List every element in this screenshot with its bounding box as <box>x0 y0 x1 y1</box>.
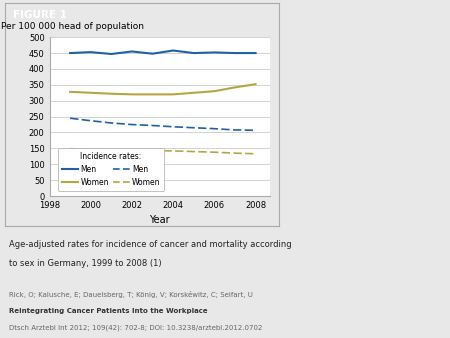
Text: Dtsch Arztebl Int 2012; 109(42): 702-8; DOI: 10.3238/arztebl.2012.0702: Dtsch Arztebl Int 2012; 109(42): 702-8; … <box>9 324 262 331</box>
Text: to sex in Germany, 1999 to 2008 (1): to sex in Germany, 1999 to 2008 (1) <box>9 259 162 268</box>
Text: Age-adjusted rates for incidence of cancer and mortality according: Age-adjusted rates for incidence of canc… <box>9 240 292 249</box>
Text: FIGURE 1: FIGURE 1 <box>13 10 67 20</box>
X-axis label: Year: Year <box>149 215 170 225</box>
Legend: Men, Women, Men, Women: Men, Women, Men, Women <box>58 148 164 191</box>
Text: Rick, O; Kalusche, E; Dauelsberg, T; König, V; Korskéwitz, C; Seifart, U: Rick, O; Kalusche, E; Dauelsberg, T; Kön… <box>9 291 253 298</box>
Text: Reintegrating Cancer Patients Into the Workplace: Reintegrating Cancer Patients Into the W… <box>9 308 207 314</box>
Text: Per 100 000 head of population: Per 100 000 head of population <box>1 22 144 31</box>
